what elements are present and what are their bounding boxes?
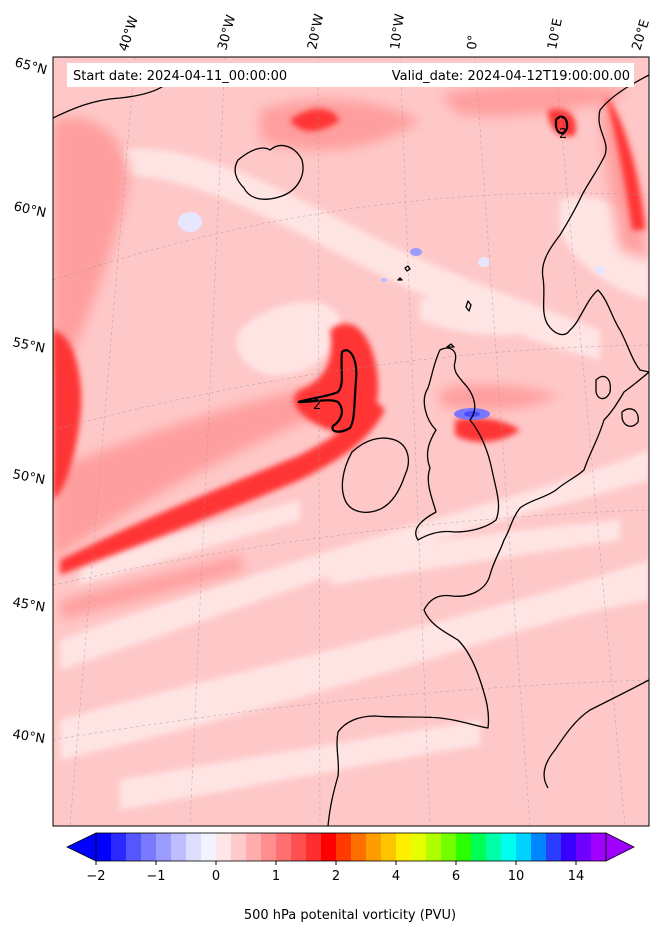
colorbar-segment bbox=[336, 833, 352, 861]
header-box bbox=[67, 63, 634, 87]
colorbar-label: 500 hPa potenital vorticity (PVU) bbox=[244, 908, 456, 923]
colorbar-segment bbox=[486, 833, 502, 861]
lon-label: 30°W bbox=[215, 13, 239, 52]
lat-label: 55°N bbox=[11, 335, 46, 356]
colorbar: −2 −1 0 1 2 4 6 10 14 bbox=[66, 832, 635, 884]
map-panel: 2 2 bbox=[53, 57, 649, 826]
colorbar-segment bbox=[246, 833, 262, 861]
colorbar-min-extend bbox=[66, 832, 97, 862]
colorbar-segment bbox=[126, 833, 142, 861]
colorbar-segment bbox=[531, 833, 547, 861]
colorbar-max-extend bbox=[605, 832, 635, 862]
valid-date-label: Valid_date: 2024-04-12T19:00:00.00 bbox=[392, 69, 630, 84]
pv-negative-areas bbox=[178, 212, 605, 420]
contour-label: 2 bbox=[559, 127, 567, 142]
colorbar-segment bbox=[396, 833, 412, 861]
colorbar-segment bbox=[561, 833, 577, 861]
colorbar-segment bbox=[591, 833, 607, 861]
graticule bbox=[53, 57, 649, 826]
lon-label: 10°E bbox=[545, 17, 566, 51]
latitude-labels: 65°N 60°N 55°N 50°N 45°N 40°N bbox=[11, 55, 48, 747]
colorbar-segment bbox=[456, 833, 472, 861]
colorbar-segment bbox=[381, 833, 397, 861]
colorbar-tick-label: −1 bbox=[146, 869, 165, 884]
colorbar-tick-label: 6 bbox=[452, 869, 460, 884]
colorbar-segment bbox=[516, 833, 532, 861]
colorbar-tick-label: 0 bbox=[212, 869, 220, 884]
colorbar-segment bbox=[501, 833, 517, 861]
colorbar-segment bbox=[186, 833, 202, 861]
colorbar-segment bbox=[276, 833, 292, 861]
lat-label: 45°N bbox=[11, 595, 46, 615]
colorbar-segment bbox=[321, 833, 337, 861]
colorbar-segment bbox=[156, 833, 172, 861]
lon-label: 0° bbox=[465, 34, 481, 50]
colorbar-segment bbox=[351, 833, 367, 861]
colorbar-segment bbox=[96, 833, 112, 861]
colorbar-tick-label: 1 bbox=[272, 869, 280, 884]
longitude-labels: 40°W 30°W 20°W 10°W 0° 10°E 20°E bbox=[117, 12, 653, 53]
colorbar-segment bbox=[141, 833, 157, 861]
colorbar-tick-label: 4 bbox=[392, 869, 400, 884]
colorbar-segment bbox=[411, 833, 427, 861]
map-frame bbox=[52, 56, 650, 827]
lon-label: 20°E bbox=[629, 18, 652, 52]
colorbar-segment bbox=[426, 833, 442, 861]
pv-high-areas bbox=[53, 95, 645, 575]
colorbar-segment bbox=[231, 833, 247, 861]
colorbar-tick-label: 2 bbox=[332, 869, 340, 884]
coastlines bbox=[53, 74, 649, 826]
colorbar-segment bbox=[306, 833, 322, 861]
colorbar-segment bbox=[111, 833, 127, 861]
colorbar-segment bbox=[261, 833, 277, 861]
colorbar-segment bbox=[291, 833, 307, 861]
colorbar-segment bbox=[366, 833, 382, 861]
colorbar-segment bbox=[171, 833, 187, 861]
colorbar-segment bbox=[216, 833, 232, 861]
lon-label: 20°W bbox=[305, 12, 327, 50]
lat-label: 40°N bbox=[11, 727, 46, 747]
lat-label: 60°N bbox=[12, 199, 47, 221]
lon-label: 40°W bbox=[117, 14, 142, 53]
lat-label: 50°N bbox=[11, 467, 46, 488]
colorbar-segment bbox=[471, 833, 487, 861]
colorbar-segment bbox=[201, 833, 217, 861]
colorbar-segment bbox=[546, 833, 562, 861]
lon-label: 10°W bbox=[388, 13, 408, 51]
lat-label: 65°N bbox=[13, 55, 49, 78]
colorbar-frame bbox=[95, 832, 607, 862]
contour-label: 2 bbox=[313, 398, 321, 413]
start-date-label: Start date: 2024-04-11_00:00:00 bbox=[73, 69, 287, 84]
colorbar-tick-label: 10 bbox=[508, 869, 525, 884]
colorbar-tick-label: −2 bbox=[86, 869, 105, 884]
colorbar-tick-label: 14 bbox=[568, 869, 585, 884]
pv-low-areas bbox=[60, 148, 649, 810]
colorbar-segment bbox=[576, 833, 592, 861]
colorbar-segment bbox=[441, 833, 457, 861]
